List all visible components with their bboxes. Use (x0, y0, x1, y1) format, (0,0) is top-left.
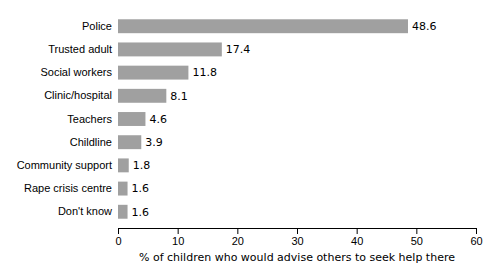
x-tick-mark (237, 228, 238, 234)
data-label: 1.8 (133, 159, 150, 172)
y-tick-label: Police (82, 20, 112, 32)
x-tick: 0 (115, 228, 121, 247)
bar (118, 158, 129, 172)
x-tick: 40 (351, 228, 363, 247)
data-label: 1.6 (132, 206, 150, 219)
x-tick-mark (297, 228, 298, 234)
y-tick: Childline (70, 136, 118, 148)
y-tick-label: Social workers (40, 66, 112, 78)
x-tick: 10 (172, 228, 184, 247)
y-tick-label: Childline (70, 136, 112, 148)
data-label: 4.6 (149, 113, 167, 126)
y-tick-label: Don't know (58, 205, 112, 217)
x-tick-label: 50 (411, 235, 423, 247)
y-tick: Teachers (67, 113, 118, 125)
y-tick: Don't know (58, 205, 118, 217)
y-tick-label: Rape crisis centre (24, 182, 112, 194)
x-tick-mark (357, 228, 358, 234)
x-tick: 20 (232, 228, 244, 247)
y-tick: Trusted adult (48, 43, 118, 55)
bar (118, 19, 408, 33)
data-label: 11.8 (192, 66, 217, 79)
x-axis-title: % of children who would advise others to… (139, 251, 455, 264)
x-tick-mark (178, 228, 179, 234)
x-axis-line (119, 229, 477, 235)
bar (118, 42, 222, 56)
bar (118, 205, 128, 219)
bar (118, 112, 145, 126)
y-tick-label: Community support (17, 159, 112, 171)
x-tick: 30 (291, 228, 303, 247)
y-tick: Police (82, 20, 118, 32)
data-label: 3.9 (145, 136, 163, 149)
x-tick-label: 20 (232, 235, 244, 247)
bar (118, 66, 188, 80)
x-tick-label: 40 (351, 235, 363, 247)
x-tick-label: 30 (291, 235, 303, 247)
y-axis: Police Trusted adult Social workers Clinic/… (17, 20, 118, 218)
y-tick-label: Clinic/hospital (44, 89, 112, 101)
x-tick-label: 10 (172, 235, 184, 247)
bar (118, 182, 128, 196)
x-tick: 60 (470, 228, 482, 247)
y-tick: Clinic/hospital (44, 89, 118, 101)
chart: 0 10 20 30 40 50 60 Police Trusted adult Social w… (0, 0, 500, 268)
x-axis: 0 10 20 30 40 50 60 (115, 228, 482, 247)
x-tick: 50 (411, 228, 423, 247)
plot: 0 10 20 30 40 50 60 Police Trusted adult Social w… (17, 19, 483, 264)
bar (118, 89, 166, 103)
x-tick-mark (416, 228, 417, 234)
x-tick-label: 0 (115, 235, 121, 247)
data-labels: 48.6 17.4 11.8 8.14.6 3.9 1.8 1.6 1.6 (132, 20, 437, 219)
x-tick-label: 60 (470, 235, 482, 247)
x-tick-mark (118, 228, 119, 234)
bars (118, 19, 408, 218)
data-label: 8.1 (170, 90, 188, 103)
data-label: 48.6 (412, 20, 437, 33)
bar (118, 135, 141, 149)
data-label: 17.4 (226, 43, 251, 56)
y-tick-label: Trusted adult (48, 43, 112, 55)
y-tick: Social workers (40, 66, 118, 78)
y-tick: Rape crisis centre (24, 182, 118, 194)
data-label: 1.6 (132, 182, 150, 195)
y-tick-label: Teachers (67, 113, 112, 125)
x-tick-mark (476, 228, 477, 234)
y-tick: Community support (17, 159, 118, 171)
